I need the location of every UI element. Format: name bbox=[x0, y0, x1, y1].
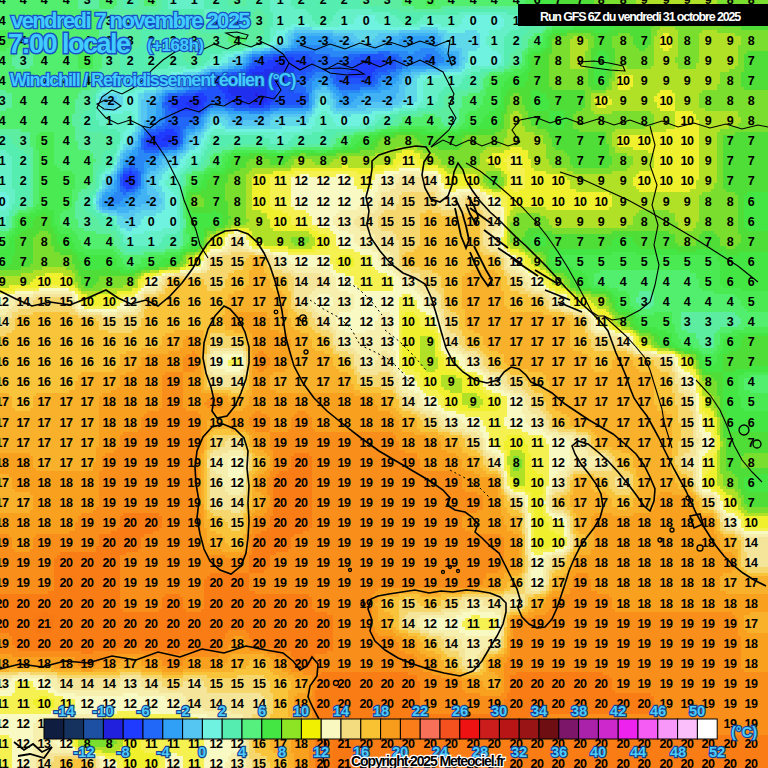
svg-text:32: 32 bbox=[511, 744, 527, 760]
svg-text:-8: -8 bbox=[117, 744, 130, 760]
svg-text:46: 46 bbox=[650, 703, 666, 719]
svg-text:14: 14 bbox=[333, 703, 349, 719]
svg-text:48: 48 bbox=[670, 744, 686, 760]
svg-text:7:00 locale: 7:00 locale bbox=[8, 29, 131, 59]
svg-text:-6: -6 bbox=[137, 703, 150, 719]
svg-text:42: 42 bbox=[610, 703, 626, 719]
svg-text:Windchill / Refroidissement éo: Windchill / Refroidissement éolien (°C) bbox=[10, 70, 296, 90]
svg-text:12: 12 bbox=[313, 744, 329, 760]
svg-text:36: 36 bbox=[551, 744, 567, 760]
svg-text:Run GFS 6Z du vendredi 31 octo: Run GFS 6Z du vendredi 31 octobre 2025 bbox=[540, 10, 741, 24]
svg-text:(°C): (°C) bbox=[731, 724, 757, 740]
svg-text:0: 0 bbox=[198, 744, 206, 760]
svg-text:2: 2 bbox=[218, 703, 226, 719]
svg-text:22: 22 bbox=[412, 703, 428, 719]
svg-text:-4: -4 bbox=[157, 744, 170, 760]
svg-text:30: 30 bbox=[491, 703, 507, 719]
svg-text:26: 26 bbox=[452, 703, 468, 719]
svg-text:-2: -2 bbox=[177, 703, 190, 719]
svg-text:6: 6 bbox=[258, 703, 266, 719]
svg-text:34: 34 bbox=[531, 703, 547, 719]
svg-text:18: 18 bbox=[373, 703, 389, 719]
svg-text:4: 4 bbox=[238, 744, 246, 760]
svg-text:(+168h): (+168h) bbox=[147, 36, 204, 55]
svg-text:38: 38 bbox=[571, 703, 587, 719]
svg-text:8: 8 bbox=[278, 744, 286, 760]
svg-text:52: 52 bbox=[709, 744, 725, 760]
svg-text:-12: -12 bbox=[74, 744, 95, 760]
svg-text:10: 10 bbox=[293, 703, 309, 719]
svg-text:44: 44 bbox=[630, 744, 646, 760]
svg-text:50: 50 bbox=[689, 703, 705, 719]
svg-text:-14: -14 bbox=[54, 703, 75, 719]
svg-text:40: 40 bbox=[590, 744, 606, 760]
svg-text:-10: -10 bbox=[93, 703, 114, 719]
svg-text:Copyright 2025 Meteociel.fr: Copyright 2025 Meteociel.fr bbox=[351, 753, 506, 768]
